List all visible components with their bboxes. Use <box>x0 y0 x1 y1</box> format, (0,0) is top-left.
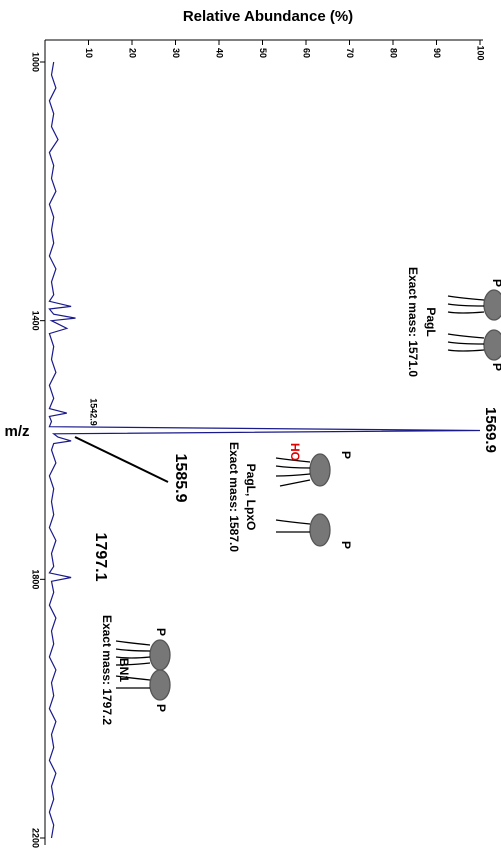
annotation-leader <box>75 437 168 482</box>
x-tick-label: 1800 <box>31 569 41 589</box>
structure-label: P <box>154 704 168 712</box>
structure-name: PagL <box>424 307 438 336</box>
structure-mass: Exact mass: 1797.2 <box>100 615 114 725</box>
structure-label: P <box>154 628 168 636</box>
y-tick-label: 60 <box>302 48 312 58</box>
y-tick-label: 40 <box>215 48 225 58</box>
y-tick-label: 70 <box>345 48 355 58</box>
x-tick-label: 1000 <box>31 52 41 72</box>
structure-name: PagL, LpxO <box>244 464 258 531</box>
y-tick-label: 20 <box>128 48 138 58</box>
peak-label: 1585.9 <box>172 454 189 503</box>
structure-label: HO <box>288 443 302 461</box>
y-tick-label: 10 <box>84 48 94 58</box>
peak-label: 1797.1 <box>92 533 109 582</box>
y-tick-label: 80 <box>389 48 399 58</box>
x-axis-title: m/z <box>4 423 29 440</box>
structure-mass: Exact mass: 1571.0 <box>406 267 420 377</box>
x-tick-label: 2200 <box>31 828 41 848</box>
structure-mass: Exact mass: 1587.0 <box>227 442 241 552</box>
y-tick-label: 50 <box>258 48 268 58</box>
structure-label: P <box>339 541 353 549</box>
peak-label: 1569.9 <box>482 407 499 453</box>
structure-paglo <box>276 454 330 546</box>
chart-title: Relative Abundance (%) <box>183 8 353 25</box>
y-tick-label: 100 <box>476 45 486 60</box>
structure-pagl <box>448 290 501 360</box>
structure-label: P <box>490 279 501 287</box>
structure-label: P <box>490 363 501 371</box>
x-tick-label: 1400 <box>31 311 41 331</box>
y-tick-label: 90 <box>432 48 442 58</box>
y-tick-label: 30 <box>171 48 181 58</box>
structure-name: BN1 <box>117 658 131 682</box>
chart: Relative Abundance (%) m/z 10 20 30 40 50 60 7… <box>0 0 501 854</box>
structure-label: P <box>339 451 353 459</box>
peak-label: 1542.9 <box>89 398 99 426</box>
